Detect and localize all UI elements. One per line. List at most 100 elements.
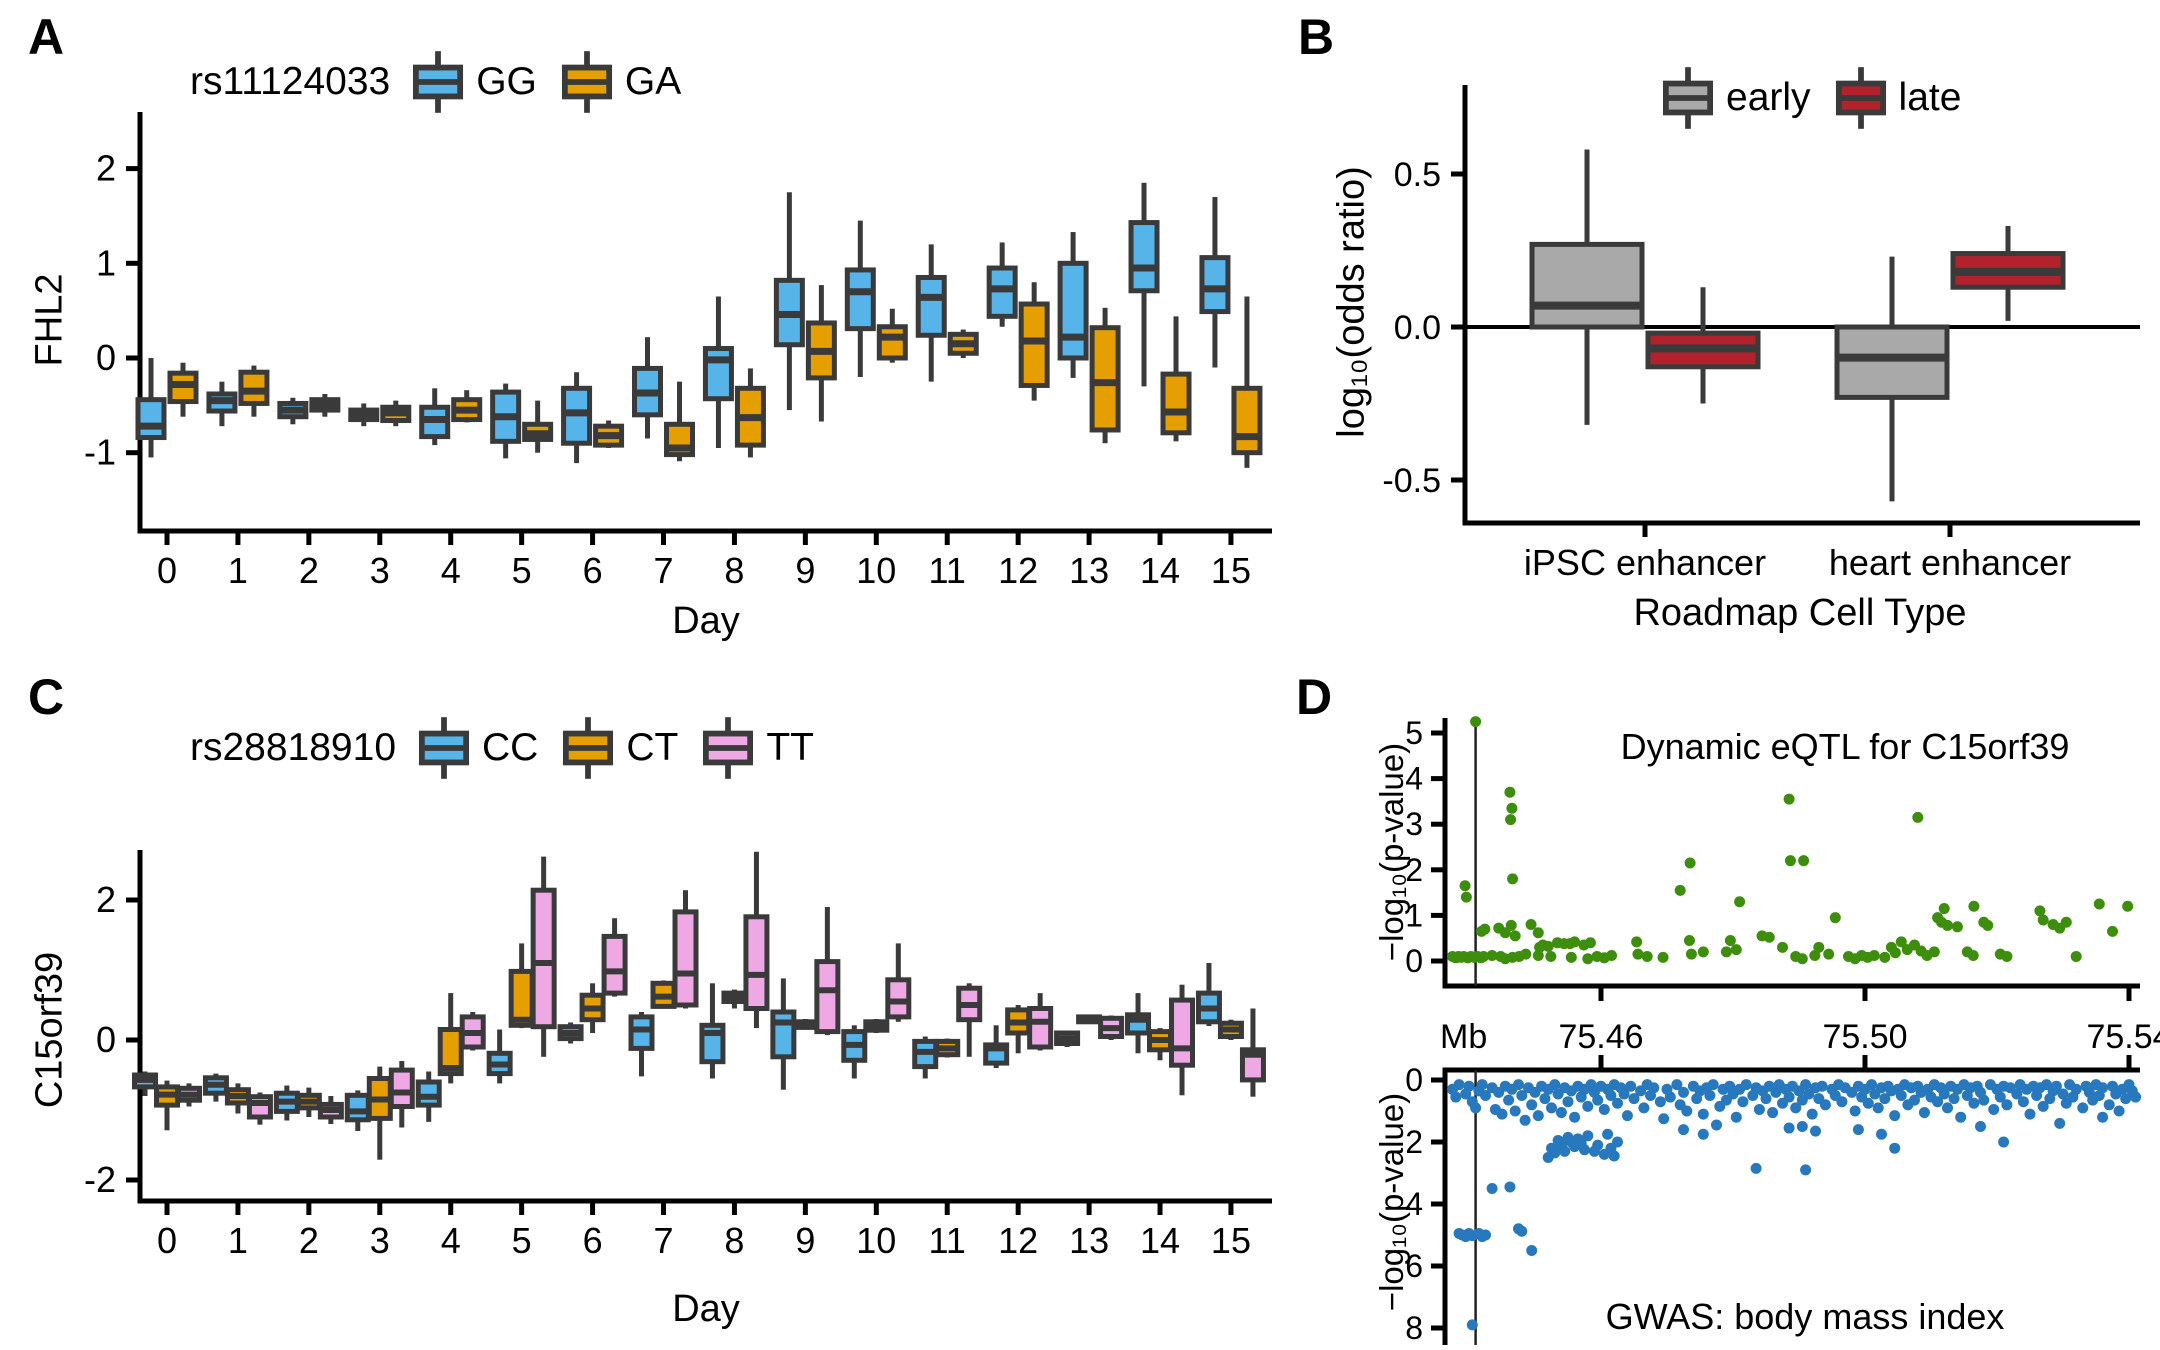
- panel-c-letter: C: [28, 669, 65, 725]
- panel-d-gwas-plot: 0 2 4 6 8: [1405, 1055, 2140, 1346]
- svg-text:4: 4: [441, 550, 461, 591]
- svg-text:2: 2: [1405, 1124, 1423, 1160]
- svg-text:2: 2: [96, 879, 116, 920]
- panel-d-letter: D: [1296, 669, 1333, 725]
- legend-label-tt: TT: [766, 726, 815, 769]
- boxplot-key-icon: [703, 717, 754, 779]
- svg-text:6: 6: [583, 1220, 603, 1261]
- svg-text:75.54: 75.54: [2086, 1018, 2160, 1056]
- svg-text:2: 2: [96, 148, 116, 189]
- legend-label-cc: CC: [482, 726, 539, 769]
- panel-c-series-CC: [132, 963, 1222, 1131]
- svg-text:12: 12: [998, 1220, 1038, 1261]
- svg-text:13: 13: [1069, 1220, 1109, 1261]
- svg-text:6: 6: [583, 550, 603, 591]
- panel-a-ylabel: FHL2: [28, 273, 71, 367]
- svg-text:0: 0: [1405, 943, 1423, 979]
- svg-text:15: 15: [1211, 550, 1251, 591]
- panel-a-snp-id: rs11124033: [190, 60, 391, 103]
- svg-text:0.5: 0.5: [1394, 156, 1441, 194]
- panel-d-top-ylabel: −log₁₀(p-value): [1373, 742, 1410, 962]
- boxplot-key-icon: [561, 51, 612, 113]
- panel-d-gwas-points: [1447, 1079, 2142, 1331]
- svg-text:0.0: 0.0: [1394, 309, 1441, 347]
- panel-b-ylabel: log₁₀(odds ratio): [1330, 166, 1373, 438]
- svg-text:2: 2: [299, 550, 319, 591]
- panel-d-eqtl-points: [1447, 716, 2134, 965]
- svg-text:4: 4: [1405, 761, 1423, 797]
- svg-text:10: 10: [856, 1220, 896, 1261]
- svg-text:8: 8: [724, 550, 744, 591]
- svg-text:1: 1: [96, 242, 116, 283]
- panel-d-top-title: Dynamic eQTL for C15orf39: [1620, 726, 2070, 767]
- svg-text:14: 14: [1140, 1220, 1180, 1261]
- svg-text:-0.5: -0.5: [1382, 462, 1441, 500]
- panel-c-legend: rs28818910 CC CT TT: [190, 716, 838, 780]
- panel-b-letter: B: [1298, 9, 1335, 65]
- svg-text:11: 11: [929, 550, 966, 591]
- svg-text:2: 2: [1405, 852, 1423, 888]
- svg-text:15: 15: [1211, 1220, 1251, 1261]
- svg-text:1: 1: [228, 1220, 248, 1261]
- svg-text:5: 5: [512, 550, 532, 591]
- panel-b-plot: -0.5 0.0 0.5 iPSC enhancer heart enhancer: [1382, 85, 2140, 583]
- panel-a-series-GA: [167, 282, 1263, 468]
- svg-text:3: 3: [1405, 806, 1423, 842]
- panel-c-series-TT: [176, 851, 1266, 1128]
- svg-text:9: 9: [795, 1220, 815, 1261]
- panel-d-bottom-title: GWAS: body mass index: [1605, 1296, 2005, 1337]
- svg-text:5: 5: [1405, 715, 1423, 751]
- svg-text:7: 7: [653, 1220, 673, 1261]
- panel-b-legend: early late: [1662, 66, 1985, 130]
- svg-text:-2: -2: [84, 1159, 116, 1200]
- panel-b-xlabel: Roadmap Cell Type: [1633, 592, 1967, 634]
- svg-text:12: 12: [998, 550, 1038, 591]
- legend-label-gg: GG: [476, 60, 537, 103]
- svg-text:4: 4: [1405, 1186, 1423, 1222]
- svg-text:10: 10: [856, 550, 896, 591]
- panel-c-ylabel: C15orf39: [28, 951, 71, 1109]
- panel-d-eqtl-plot: 0 1 2 3 4 5 75.46 75.50 75.54: [1405, 715, 2160, 1056]
- legend-item-tt: TT: [702, 716, 814, 780]
- svg-text:iPSC enhancer: iPSC enhancer: [1524, 542, 1766, 583]
- legend-item-early: early: [1662, 66, 1811, 130]
- svg-text:-1: -1: [84, 432, 116, 473]
- legend-item-late: late: [1835, 66, 1961, 130]
- svg-text:1: 1: [1405, 897, 1423, 933]
- svg-text:1: 1: [228, 550, 248, 591]
- svg-text:heart enhancer: heart enhancer: [1829, 542, 2071, 583]
- boxplot-key-icon: [418, 717, 470, 779]
- svg-text:5: 5: [512, 1220, 532, 1261]
- panel-d-bottom-ylabel: −log₁₀(p-value): [1373, 1092, 1410, 1312]
- svg-text:11: 11: [929, 1220, 966, 1261]
- panel-b-series-late: [1645, 226, 2066, 404]
- svg-text:3: 3: [370, 550, 390, 591]
- svg-text:4: 4: [441, 1220, 461, 1261]
- svg-text:3: 3: [370, 1220, 390, 1261]
- svg-text:6: 6: [1405, 1248, 1423, 1284]
- legend-label-early: early: [1726, 76, 1811, 119]
- svg-text:0: 0: [157, 1220, 177, 1261]
- boxplot-key-icon: [413, 51, 464, 113]
- panel-a-series-GG: [135, 182, 1231, 464]
- svg-text:9: 9: [795, 550, 815, 591]
- svg-text:75.50: 75.50: [1822, 1018, 1907, 1056]
- panel-a-letter: A: [28, 9, 65, 65]
- boxplot-key-icon: [1835, 67, 1886, 129]
- svg-text:8: 8: [1405, 1310, 1423, 1346]
- svg-text:13: 13: [1069, 550, 1109, 591]
- svg-text:75.46: 75.46: [1558, 1018, 1643, 1056]
- boxplot-key-icon: [1662, 67, 1714, 129]
- legend-item-gg: GG: [412, 50, 537, 114]
- panel-c-xlabel: Day: [672, 1288, 740, 1330]
- svg-text:7: 7: [653, 550, 673, 591]
- legend-label-ga: GA: [624, 60, 682, 103]
- panel-a-xlabel: Day: [672, 600, 740, 642]
- panel-b-series-early: [1529, 149, 1950, 502]
- svg-text:8: 8: [724, 1220, 744, 1261]
- svg-text:14: 14: [1140, 550, 1180, 591]
- svg-text:0: 0: [1405, 1062, 1423, 1098]
